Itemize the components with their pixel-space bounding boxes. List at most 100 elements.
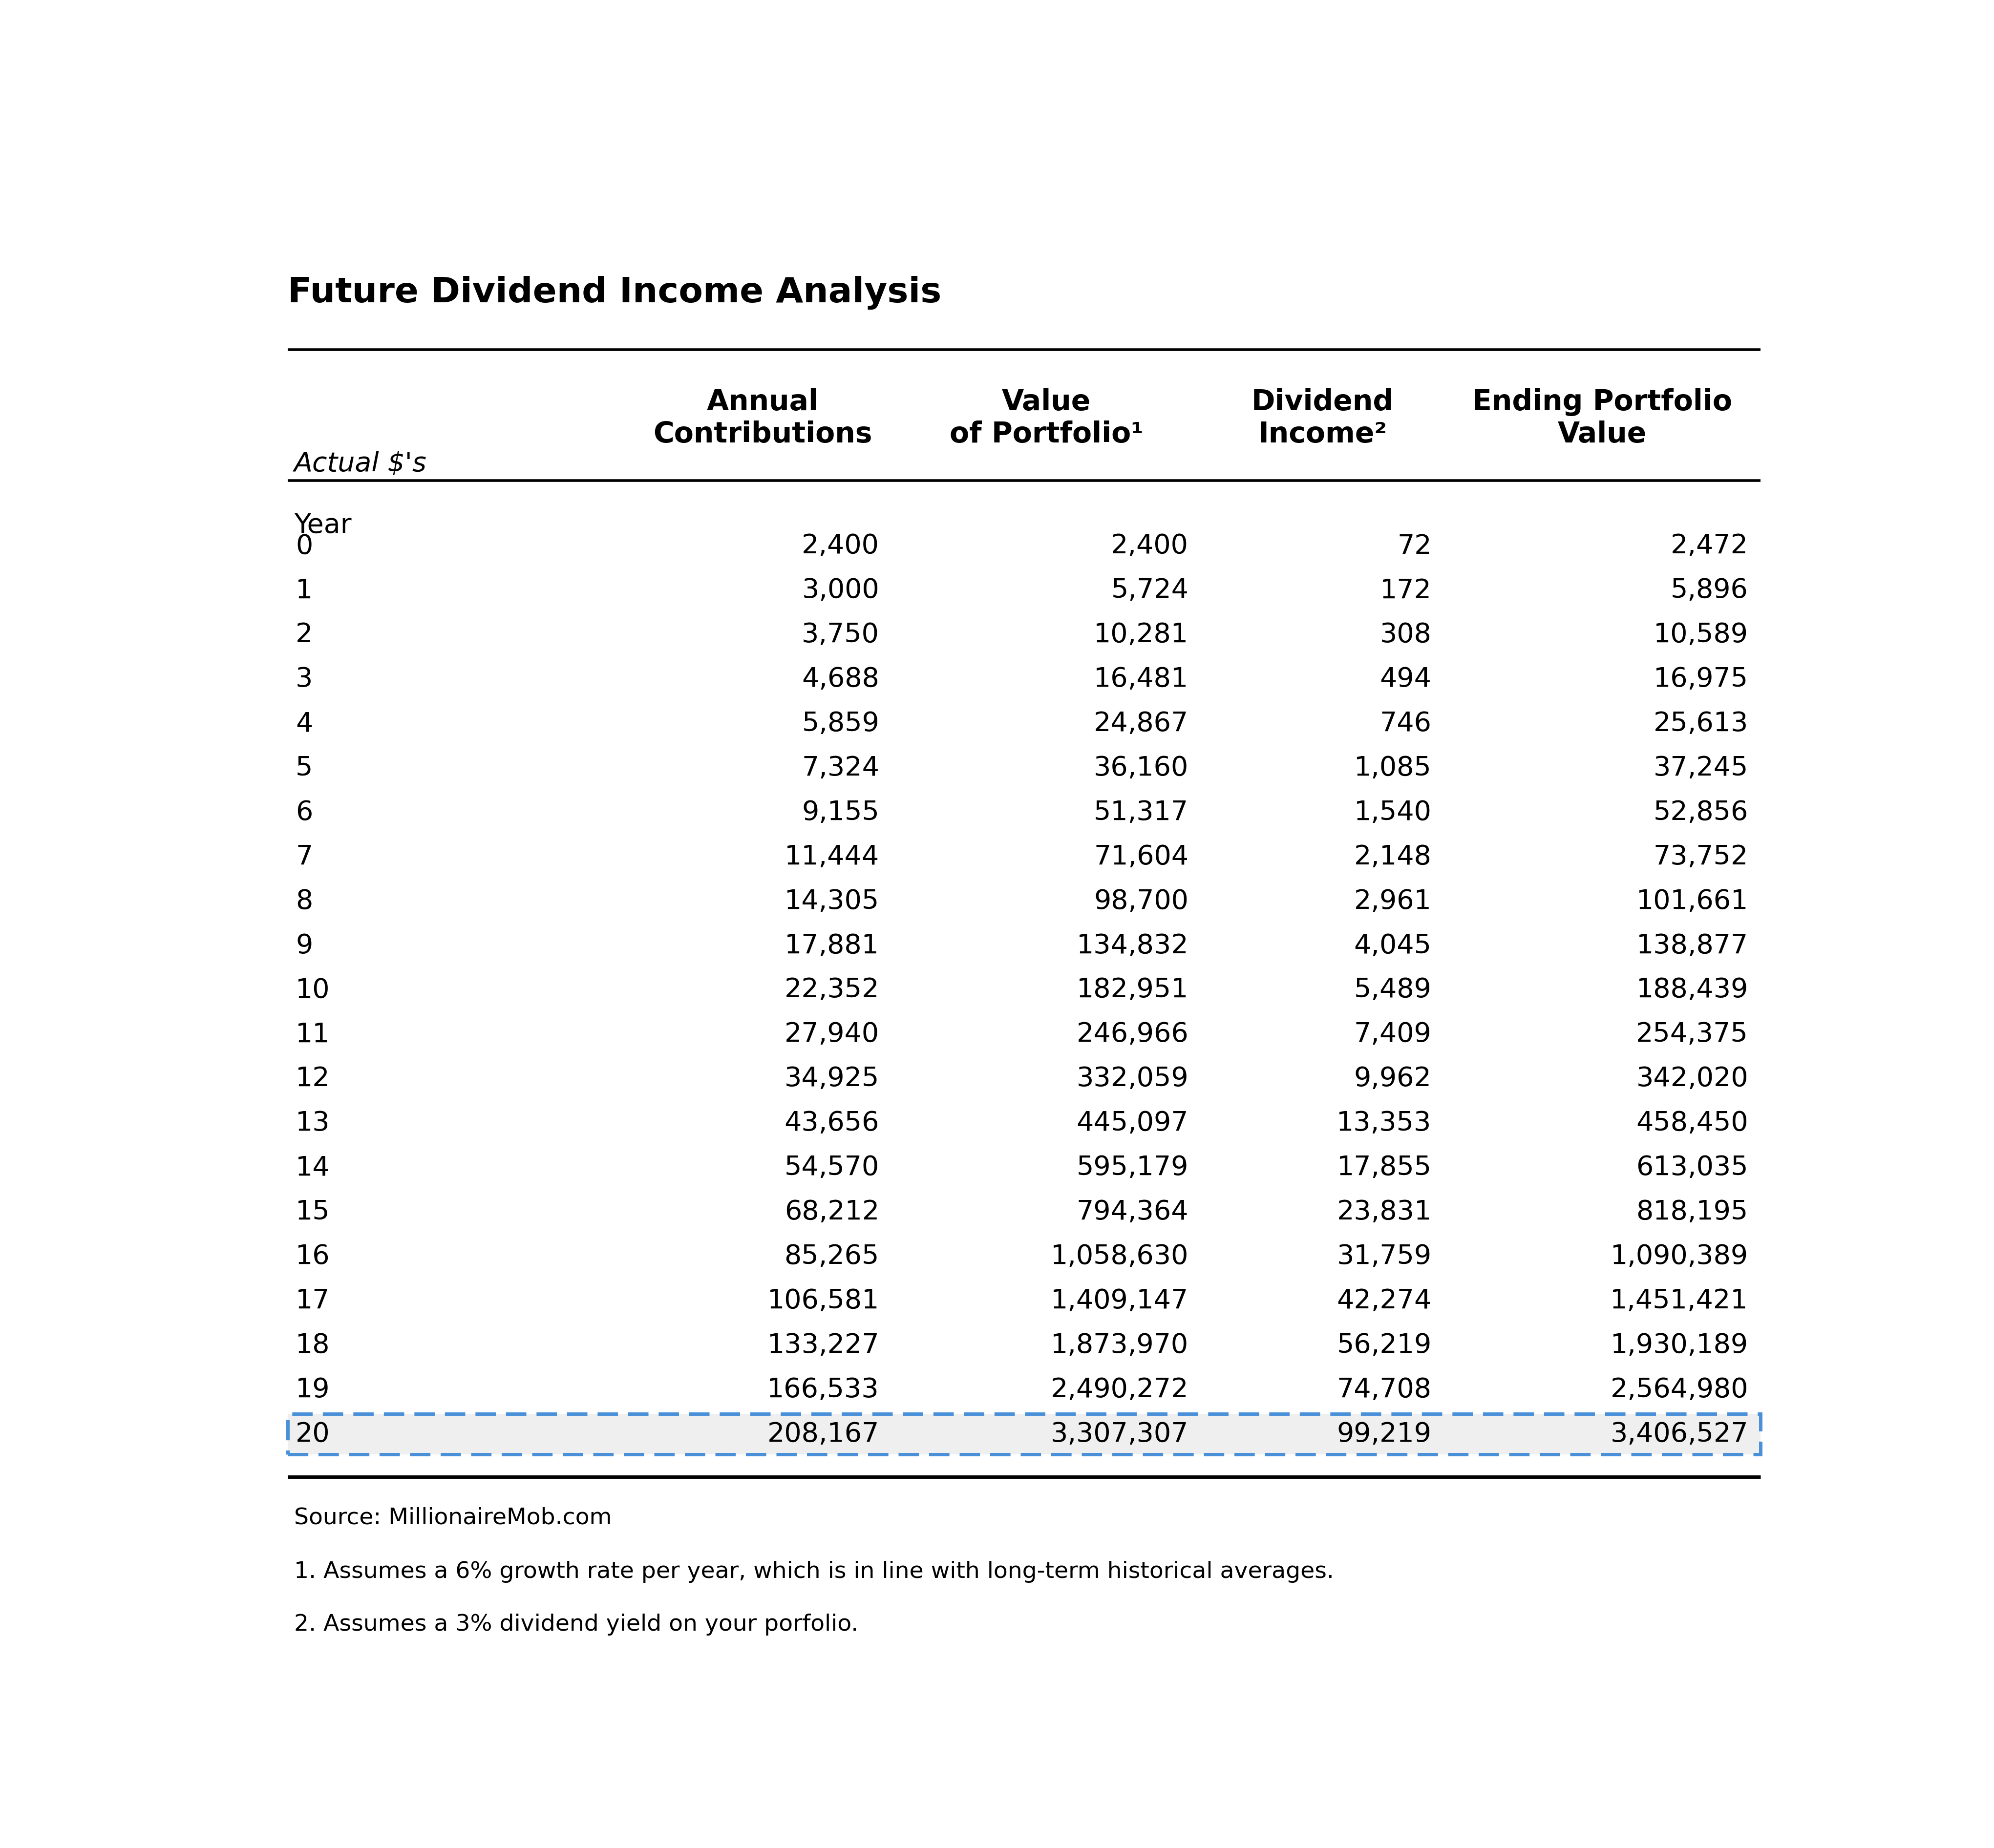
Text: 34,925: 34,925 — [784, 1066, 879, 1092]
Text: 246,966: 246,966 — [1077, 1022, 1188, 1048]
Text: 10,281: 10,281 — [1095, 621, 1188, 649]
Text: 17,881: 17,881 — [784, 933, 879, 959]
Text: 73,752: 73,752 — [1653, 845, 1749, 870]
Text: 794,364: 794,364 — [1077, 1199, 1188, 1225]
Text: 8: 8 — [295, 889, 313, 915]
Text: 3: 3 — [295, 665, 313, 693]
Text: 133,227: 133,227 — [768, 1332, 879, 1358]
Text: 2,961: 2,961 — [1354, 889, 1432, 915]
Text: 10,589: 10,589 — [1653, 621, 1749, 649]
Text: 2,564,980: 2,564,980 — [1611, 1377, 1749, 1403]
Text: 3,000: 3,000 — [802, 577, 879, 604]
Text: 16: 16 — [295, 1244, 331, 1270]
Text: 43,656: 43,656 — [784, 1111, 879, 1137]
Text: 2,148: 2,148 — [1354, 845, 1432, 870]
Text: 4,045: 4,045 — [1354, 933, 1432, 959]
Text: 166,533: 166,533 — [768, 1377, 879, 1403]
Text: 5,859: 5,859 — [802, 711, 879, 737]
Text: 3,307,307: 3,307,307 — [1051, 1421, 1188, 1447]
Text: 7,324: 7,324 — [802, 756, 879, 782]
Text: 5: 5 — [295, 756, 313, 782]
Text: Future Dividend Income Analysis: Future Dividend Income Analysis — [287, 275, 941, 309]
Text: 9,155: 9,155 — [802, 800, 879, 826]
Text: 188,439: 188,439 — [1637, 978, 1749, 1003]
Text: 9,962: 9,962 — [1354, 1066, 1432, 1092]
Text: 13: 13 — [295, 1111, 331, 1137]
Text: 5,724: 5,724 — [1111, 577, 1188, 604]
Text: 2,400: 2,400 — [802, 532, 879, 560]
Text: 17: 17 — [295, 1288, 331, 1314]
Text: 12: 12 — [295, 1066, 331, 1092]
Text: Dividend
Income²: Dividend Income² — [1252, 388, 1394, 449]
Text: 14,305: 14,305 — [784, 889, 879, 915]
Text: 68,212: 68,212 — [784, 1199, 879, 1225]
Text: 5,489: 5,489 — [1354, 978, 1432, 1003]
Text: 85,265: 85,265 — [784, 1244, 879, 1270]
Text: 3,750: 3,750 — [802, 621, 879, 649]
Text: 134,832: 134,832 — [1077, 933, 1188, 959]
Text: 342,020: 342,020 — [1635, 1066, 1749, 1092]
Text: Annual
Contributions: Annual Contributions — [654, 388, 873, 449]
Text: Value
of Portfolio¹: Value of Portfolio¹ — [949, 388, 1143, 449]
Text: 818,195: 818,195 — [1637, 1199, 1749, 1225]
Text: 71,604: 71,604 — [1095, 845, 1188, 870]
Text: 24,867: 24,867 — [1095, 711, 1188, 737]
Text: 9: 9 — [295, 933, 313, 959]
Text: 72: 72 — [1398, 532, 1432, 560]
Text: 25,613: 25,613 — [1653, 711, 1749, 737]
Text: 5,896: 5,896 — [1671, 577, 1749, 604]
Text: 7: 7 — [295, 845, 313, 870]
Text: 1: 1 — [295, 577, 313, 604]
Text: 2: 2 — [295, 621, 313, 649]
Text: 332,059: 332,059 — [1077, 1066, 1188, 1092]
Text: 254,375: 254,375 — [1635, 1022, 1749, 1048]
Text: 1,058,630: 1,058,630 — [1051, 1244, 1188, 1270]
Text: 22,352: 22,352 — [784, 978, 879, 1003]
Text: 2,472: 2,472 — [1671, 532, 1749, 560]
Text: 1,090,389: 1,090,389 — [1611, 1244, 1749, 1270]
Text: 10: 10 — [295, 978, 331, 1003]
Text: 1,873,970: 1,873,970 — [1051, 1332, 1188, 1358]
Text: 98,700: 98,700 — [1095, 889, 1188, 915]
Text: 101,661: 101,661 — [1637, 889, 1749, 915]
Text: 613,035: 613,035 — [1635, 1155, 1749, 1181]
Text: 445,097: 445,097 — [1077, 1111, 1188, 1137]
Text: 31,759: 31,759 — [1336, 1244, 1432, 1270]
Text: 42,274: 42,274 — [1336, 1288, 1432, 1314]
Bar — [287, 1414, 1761, 1454]
Text: 1,451,421: 1,451,421 — [1611, 1288, 1749, 1314]
Text: 595,179: 595,179 — [1077, 1155, 1188, 1181]
Text: 15: 15 — [295, 1199, 331, 1225]
Text: 27,940: 27,940 — [784, 1022, 879, 1048]
Text: 0: 0 — [295, 532, 313, 560]
Text: 2. Assumes a 3% dividend yield on your porfolio.: 2. Assumes a 3% dividend yield on your p… — [293, 1613, 857, 1635]
Text: 18: 18 — [295, 1332, 331, 1358]
Text: 2,490,272: 2,490,272 — [1051, 1377, 1188, 1403]
Text: 1,930,189: 1,930,189 — [1611, 1332, 1749, 1358]
Text: Actual $'s: Actual $'s — [293, 451, 427, 477]
Text: 14: 14 — [295, 1155, 331, 1181]
Text: 20: 20 — [295, 1421, 331, 1447]
Text: 23,831: 23,831 — [1336, 1199, 1432, 1225]
Text: 4: 4 — [295, 711, 313, 737]
Text: Ending Portfolio
Value: Ending Portfolio Value — [1472, 388, 1733, 449]
Text: 2,400: 2,400 — [1111, 532, 1188, 560]
Text: 138,877: 138,877 — [1637, 933, 1749, 959]
Text: 74,708: 74,708 — [1336, 1377, 1432, 1403]
Text: 19: 19 — [295, 1377, 331, 1403]
Text: 52,856: 52,856 — [1653, 800, 1749, 826]
Text: 106,581: 106,581 — [768, 1288, 879, 1314]
Text: 182,951: 182,951 — [1077, 978, 1188, 1003]
Text: Source: MillionaireMob.com: Source: MillionaireMob.com — [293, 1506, 612, 1528]
Text: 208,167: 208,167 — [768, 1421, 879, 1447]
Text: 3,406,527: 3,406,527 — [1611, 1421, 1749, 1447]
Text: 308: 308 — [1380, 621, 1432, 649]
Text: 1. Assumes a 6% growth rate per year, which is in line with long-term historical: 1. Assumes a 6% growth rate per year, wh… — [293, 1562, 1334, 1582]
Text: 458,450: 458,450 — [1635, 1111, 1749, 1137]
Text: 51,317: 51,317 — [1095, 800, 1188, 826]
Text: 7,409: 7,409 — [1354, 1022, 1432, 1048]
Text: Year: Year — [293, 512, 351, 538]
Text: 16,975: 16,975 — [1653, 665, 1749, 693]
Text: 494: 494 — [1380, 665, 1432, 693]
Text: 11: 11 — [295, 1022, 331, 1048]
